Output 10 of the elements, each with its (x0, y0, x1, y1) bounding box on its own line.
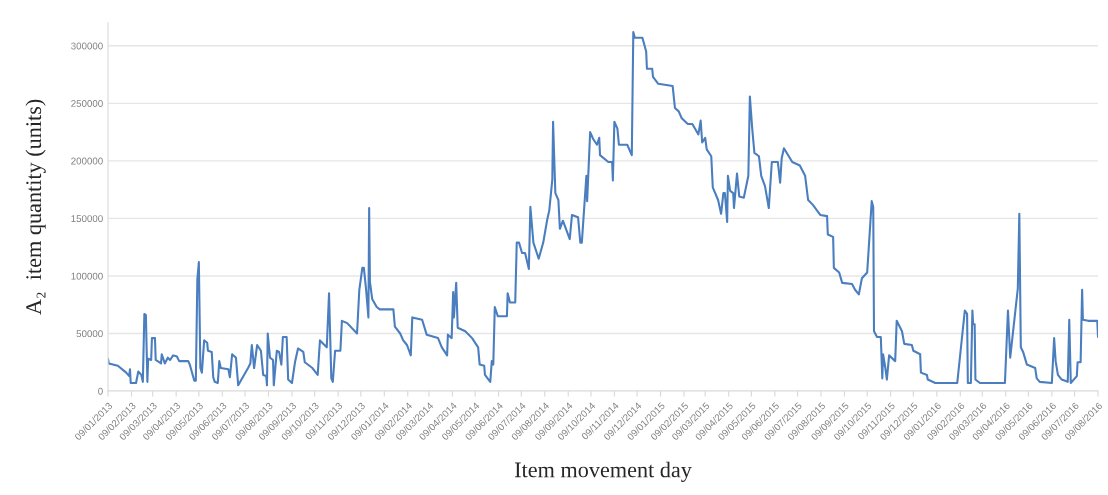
x-axis-title: Item movement day (514, 461, 692, 482)
y-tick-label: 150000 (71, 215, 103, 223)
y-tick-label: 200000 (71, 157, 103, 165)
y-tick-label: 0 (98, 387, 103, 395)
line-series (108, 30, 1099, 387)
y-axis-title: A₂ item quantity (units) (25, 99, 46, 315)
y-tick-label: 250000 (71, 100, 103, 107)
y-tick-label: 100000 (71, 272, 103, 280)
y-tick-label: 300000 (71, 42, 103, 50)
y-tick-label: 50000 (76, 330, 103, 338)
